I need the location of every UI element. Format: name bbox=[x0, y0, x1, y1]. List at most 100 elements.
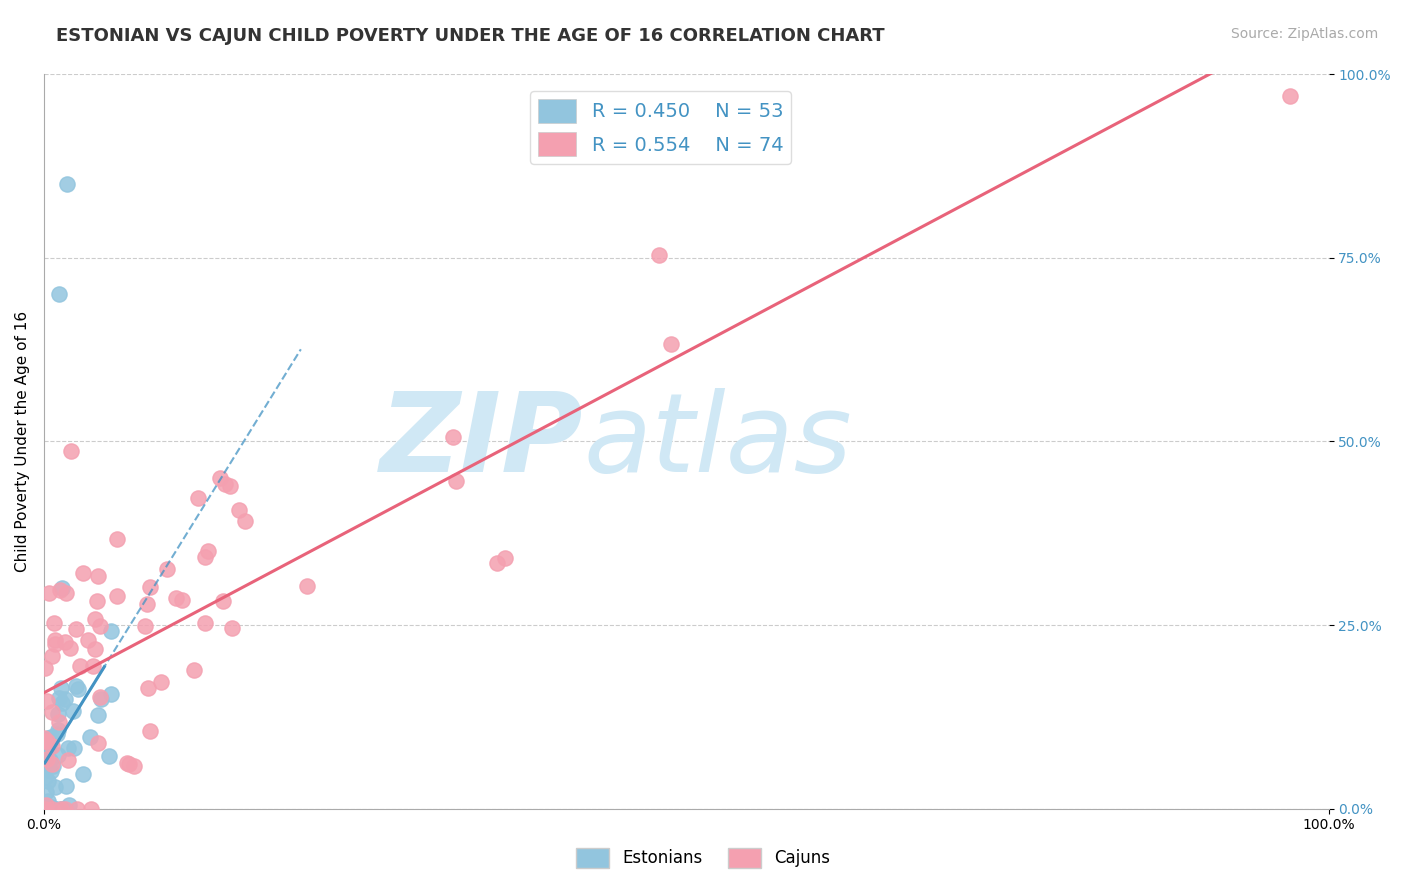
Point bbox=[648, 248, 671, 262]
Point bbox=[90, 691, 112, 706]
Point bbox=[48, 715, 70, 730]
Point bbox=[44, 637, 66, 651]
Point bbox=[39, 764, 62, 778]
Point bbox=[105, 532, 128, 546]
Point bbox=[35, 785, 58, 799]
Point bbox=[659, 336, 682, 351]
Point bbox=[35, 802, 58, 816]
Point bbox=[56, 740, 79, 755]
Point bbox=[66, 802, 89, 816]
Point bbox=[34, 802, 56, 816]
Point bbox=[51, 802, 73, 816]
Point bbox=[494, 550, 516, 565]
Point bbox=[37, 794, 59, 808]
Point bbox=[45, 802, 67, 816]
Point bbox=[170, 593, 193, 607]
Point bbox=[44, 780, 66, 794]
Point bbox=[89, 618, 111, 632]
Point bbox=[37, 731, 59, 746]
Point bbox=[38, 586, 60, 600]
Point bbox=[44, 633, 66, 648]
Point bbox=[82, 659, 104, 673]
Point bbox=[46, 748, 69, 763]
Point bbox=[55, 635, 77, 649]
Point bbox=[69, 658, 91, 673]
Point bbox=[156, 562, 179, 576]
Point bbox=[34, 771, 56, 785]
Text: Source: ZipAtlas.com: Source: ZipAtlas.com bbox=[1230, 27, 1378, 41]
Legend: R = 0.450    N = 53, R = 0.554    N = 74: R = 0.450 N = 53, R = 0.554 N = 74 bbox=[530, 91, 792, 164]
Point bbox=[122, 758, 145, 772]
Point bbox=[34, 661, 56, 675]
Point bbox=[37, 802, 59, 816]
Point bbox=[37, 802, 59, 816]
Point bbox=[41, 758, 63, 772]
Point bbox=[89, 690, 111, 705]
Point bbox=[87, 736, 110, 750]
Point bbox=[485, 556, 508, 570]
Point bbox=[51, 681, 73, 695]
Point bbox=[87, 707, 110, 722]
Point bbox=[53, 692, 76, 706]
Point bbox=[87, 569, 110, 583]
Point bbox=[35, 802, 58, 816]
Point bbox=[56, 752, 79, 766]
Point bbox=[228, 503, 250, 517]
Point bbox=[41, 756, 63, 771]
Point bbox=[34, 758, 56, 772]
Point bbox=[55, 586, 77, 600]
Point bbox=[194, 615, 217, 630]
Point bbox=[212, 594, 235, 608]
Point bbox=[35, 798, 58, 813]
Point bbox=[209, 471, 232, 485]
Point bbox=[62, 741, 84, 756]
Point bbox=[219, 479, 242, 493]
Point bbox=[37, 734, 59, 748]
Point bbox=[41, 739, 63, 753]
Point bbox=[51, 802, 73, 816]
Point bbox=[135, 597, 157, 611]
Point bbox=[41, 802, 63, 816]
Text: atlas: atlas bbox=[583, 388, 852, 495]
Point bbox=[1279, 89, 1302, 103]
Point bbox=[117, 756, 139, 771]
Y-axis label: Child Poverty Under the Age of 16: Child Poverty Under the Age of 16 bbox=[15, 310, 30, 572]
Point bbox=[83, 611, 105, 625]
Point bbox=[46, 727, 69, 741]
Point bbox=[42, 616, 65, 631]
Point bbox=[53, 802, 76, 816]
Point bbox=[51, 696, 73, 710]
Point bbox=[165, 591, 187, 605]
Point bbox=[58, 797, 80, 812]
Point bbox=[233, 514, 256, 528]
Point bbox=[187, 491, 209, 505]
Point bbox=[34, 802, 56, 816]
Point bbox=[62, 704, 84, 718]
Point bbox=[72, 566, 94, 581]
Point bbox=[39, 730, 62, 744]
Point bbox=[37, 694, 59, 708]
Point bbox=[221, 621, 243, 635]
Point bbox=[49, 802, 72, 816]
Text: ESTONIAN VS CAJUN CHILD POVERTY UNDER THE AGE OF 16 CORRELATION CHART: ESTONIAN VS CAJUN CHILD POVERTY UNDER TH… bbox=[56, 27, 884, 45]
Point bbox=[32, 731, 55, 746]
Point bbox=[444, 474, 467, 488]
Point bbox=[118, 756, 141, 771]
Point bbox=[39, 802, 62, 816]
Point bbox=[297, 579, 319, 593]
Point bbox=[35, 752, 58, 766]
Point bbox=[59, 443, 82, 458]
Point bbox=[59, 641, 82, 656]
Point bbox=[55, 779, 77, 793]
Point bbox=[48, 690, 70, 705]
Point bbox=[37, 743, 59, 757]
Point bbox=[83, 642, 105, 657]
Point bbox=[80, 802, 103, 816]
Point bbox=[72, 767, 94, 781]
Point bbox=[49, 582, 72, 597]
Point bbox=[37, 802, 59, 816]
Point bbox=[97, 749, 120, 764]
Point bbox=[39, 799, 62, 814]
Point bbox=[65, 679, 87, 693]
Point bbox=[139, 580, 162, 594]
